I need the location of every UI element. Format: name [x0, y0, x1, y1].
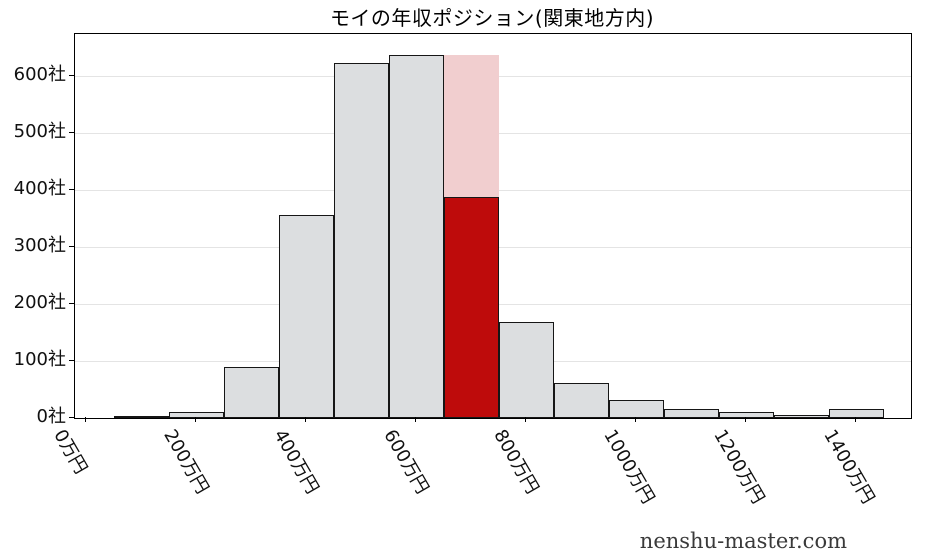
x-tick-mark	[415, 417, 417, 422]
histogram-bar	[223, 367, 279, 418]
y-tick-mark	[69, 189, 74, 191]
y-tick-mark	[69, 360, 74, 362]
chart-title: モイの年収ポジション(関東地方内)	[329, 6, 655, 30]
histogram-bar	[388, 55, 444, 418]
x-tick-label: 1000万円	[599, 426, 659, 508]
x-tick-label: 400万円	[269, 426, 323, 498]
y-tick-label: 600社	[13, 64, 66, 86]
histogram-bar	[608, 399, 664, 418]
x-tick-label: 1200万円	[709, 426, 769, 508]
x-tick-mark	[745, 417, 747, 422]
x-tick-mark	[525, 417, 527, 422]
x-tick-mark	[855, 417, 857, 422]
histogram-bar	[113, 415, 169, 418]
y-tick-mark	[69, 303, 74, 305]
watermark: nenshu-master.com	[639, 529, 847, 553]
y-tick-label: 200社	[13, 292, 66, 314]
y-tick-mark	[69, 417, 74, 419]
histogram-bar	[663, 409, 719, 418]
y-tick-label: 400社	[13, 178, 66, 200]
x-tick-mark	[85, 417, 87, 422]
x-tick-label: 200万円	[159, 426, 213, 498]
x-tick-mark	[195, 417, 197, 422]
y-tick-mark	[69, 246, 74, 248]
x-tick-mark	[635, 417, 637, 422]
histogram-bar	[278, 214, 334, 418]
x-tick-label: 1400万円	[819, 426, 879, 508]
x-tick-label: 0万円	[49, 426, 92, 478]
x-tick-label: 600万円	[379, 426, 433, 498]
y-tick-label: 500社	[13, 121, 66, 143]
histogram-bar	[498, 322, 554, 418]
histogram-bar	[333, 63, 389, 418]
y-tick-label: 0社	[36, 406, 66, 427]
x-tick-mark	[305, 417, 307, 422]
x-tick-label: 800万円	[489, 426, 543, 498]
y-tick-label: 100社	[13, 349, 66, 371]
highlight-bar-red	[443, 196, 499, 418]
y-tick-mark	[69, 132, 74, 134]
y-tick-label: 300社	[13, 235, 66, 257]
y-tick-mark	[69, 75, 74, 77]
plot-area	[74, 33, 912, 419]
histogram-bar	[773, 414, 829, 418]
histogram-bar	[553, 382, 609, 418]
